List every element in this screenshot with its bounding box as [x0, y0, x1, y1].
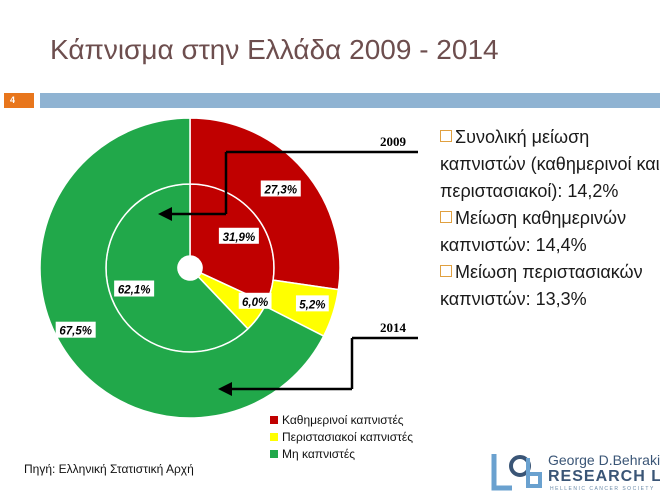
logo: George D.Behrakis RESEARCH LAB HELLENIC …	[490, 448, 660, 494]
svg-text:27,3%: 27,3%	[263, 184, 297, 196]
bullet-box-icon	[440, 130, 452, 142]
legend-item: Καθημερινοί καπνιστές	[270, 412, 413, 429]
logo-lab: RESEARCH LAB	[548, 468, 660, 485]
slide-number: 4	[4, 93, 34, 108]
legend-label: Καθημερινοί καπνιστές	[282, 413, 404, 427]
header-bar	[40, 93, 660, 108]
svg-text:62,1%: 62,1%	[118, 285, 151, 297]
bullet-item: Μείωση περιστασιακών καπνιστών: 13,3%	[440, 259, 660, 313]
legend-swatch-occasional	[270, 433, 278, 441]
chart-legend: Καθημερινοί καπνιστές Περιστασιακοί καπν…	[270, 412, 413, 463]
legend-item: Περιστασιακοί καπνιστές	[270, 429, 413, 446]
bullet-item: Μείωση καθημερινών καπνιστών: 14,4%	[440, 205, 660, 259]
svg-text:67,5%: 67,5%	[59, 326, 92, 338]
data-label-2014-0: 27,3%	[260, 180, 301, 197]
bullet-text: Συνολική μείωση καπνιστών (καθημερινοί κ…	[440, 127, 660, 201]
legend-swatch-nonsmokers	[270, 450, 278, 458]
logo-name: George D.Behrakis	[548, 452, 660, 468]
data-label-2009-1: 6,0%	[238, 292, 272, 309]
bullet-box-icon	[440, 265, 452, 277]
bullet-text: Μείωση καθημερινών καπνιστών: 14,4%	[440, 208, 627, 255]
data-label-2014-2: 67,5%	[55, 321, 96, 338]
donut-hole	[178, 256, 202, 280]
legend-label: Μη καπνιστές	[282, 447, 356, 461]
page-title: Κάπνισμα στην Ελλάδα 2009 - 2014	[50, 34, 499, 65]
summary-bullets: Συνολική μείωση καπνιστών (καθημερινοί κ…	[440, 124, 660, 313]
data-label-2009-2: 62,1%	[114, 280, 155, 297]
data-label-2009-0: 31,9%	[218, 227, 259, 244]
bullet-text: Μείωση περιστασιακών καπνιστών: 13,3%	[440, 262, 643, 309]
legend-swatch-daily	[270, 416, 278, 424]
legend-label: Περιστασιακοί καπνιστές	[282, 430, 413, 444]
source-note: Πηγή: Ελληνική Στατιστική Αρχή	[24, 462, 194, 476]
bullet-item: Συνολική μείωση καπνιστών (καθημερινοί κ…	[440, 124, 660, 205]
year-2009-label: 2009	[380, 134, 406, 149]
logo-mark-icon	[491, 454, 542, 491]
data-label-2014-1: 5,2%	[295, 295, 329, 312]
year-2014-label: 2014	[380, 320, 406, 335]
legend-item: Μη καπνιστές	[270, 446, 413, 463]
bullet-box-icon	[440, 211, 452, 223]
svg-text:5,2%: 5,2%	[299, 299, 325, 311]
slice-2014-2	[39, 117, 325, 419]
svg-text:6,0%: 6,0%	[242, 297, 268, 309]
callout-arrows	[158, 150, 418, 396]
svg-text:31,9%: 31,9%	[223, 232, 256, 244]
logo-subtitle: HELLENIC CANCER SOCIETY	[550, 486, 655, 492]
slice-2014-0	[189, 117, 341, 291]
